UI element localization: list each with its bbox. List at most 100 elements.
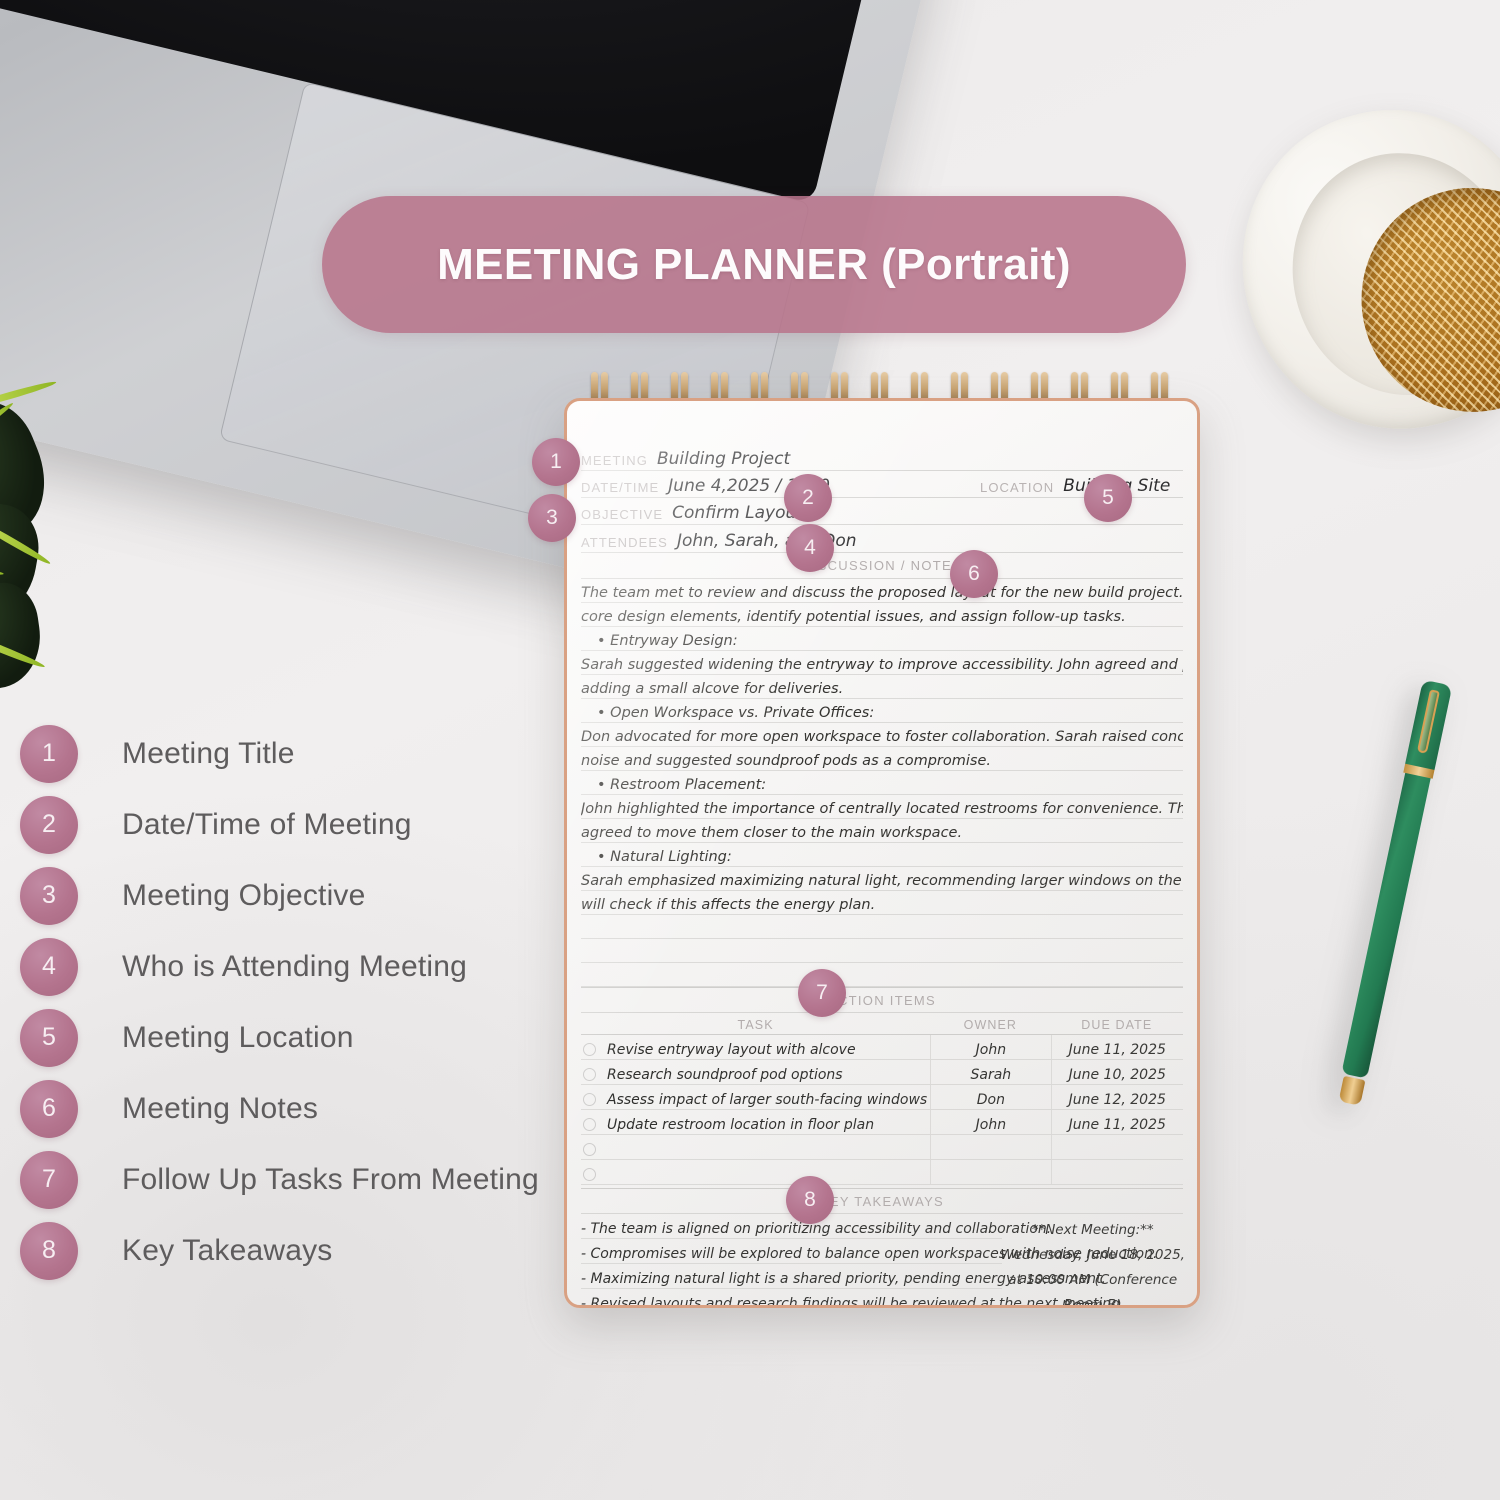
legend-label-4: Who is Attending Meeting <box>122 949 467 983</box>
legend-item-8[interactable]: 8 Key Takeaways <box>20 1215 540 1286</box>
table-row[interactable] <box>581 1160 1183 1185</box>
legend-item-1[interactable]: 1 Meeting Title <box>20 718 540 789</box>
spiral-coil <box>870 372 890 422</box>
next-meeting-line: at 10:00 AM (Conference <box>1008 1272 1178 1288</box>
key-takeaway-bullet: - Compromises will be explored to balanc… <box>581 1239 1157 1264</box>
legend-item-2[interactable]: 2 Date/Time of Meeting <box>20 789 540 860</box>
legend-badge-6: 6 <box>20 1079 78 1138</box>
checkbox-circle-icon[interactable] <box>583 1093 596 1106</box>
spiral-coil <box>710 372 730 422</box>
table-row[interactable]: Research soundproof pod options Sarah June… <box>581 1060 1183 1085</box>
key-takeaways-bullets: - The team is aligned on prioritizing ac… <box>581 1214 1157 1305</box>
meeting-title-field[interactable]: MEETING Building Project <box>581 441 1183 471</box>
legend-label-7: Follow Up Tasks From Meeting <box>122 1162 539 1196</box>
marker-badge-3[interactable]: 3 <box>528 494 576 542</box>
leaf <box>0 578 47 694</box>
table-row[interactable]: Update restroom location in floor plan Jo… <box>581 1110 1183 1135</box>
page-title-banner: MEETING PLANNER (Portrait) <box>322 196 1186 333</box>
legend-label-5: Meeting Location <box>122 1020 354 1054</box>
task-cell: Research soundproof pod options <box>607 1067 843 1083</box>
legend-badge-1: 1 <box>20 724 78 783</box>
legend-label-1: Meeting Title <box>122 736 295 770</box>
checkbox-circle-icon[interactable] <box>583 1068 596 1081</box>
owner-cell <box>930 1135 1050 1159</box>
discussion-section-heading: DISCUSSION / NOTES <box>581 553 1183 579</box>
spiral-coil <box>910 372 930 422</box>
legend-badge-5: 5 <box>20 1008 78 1067</box>
marker-badge-6[interactable]: 6 <box>950 550 998 598</box>
note-line: agreed to move them closer to the main w… <box>581 819 1183 843</box>
note-line: Sarah emphasized maximizing natural ligh… <box>581 867 1183 891</box>
note-line: John highlighted the importance of centr… <box>581 795 1183 819</box>
attendees-field[interactable]: ATTENDEES John, Sarah, and Don <box>581 525 1183 553</box>
due-date-cell: June 11, 2025 <box>1050 1035 1183 1059</box>
legend-item-4[interactable]: 4 Who is Attending Meeting <box>20 931 540 1002</box>
legend-label-6: Meeting Notes <box>122 1091 319 1125</box>
owner-cell: John <box>930 1110 1050 1134</box>
note-line: will check if this affects the energy pl… <box>581 891 1183 915</box>
legend-label-3: Meeting Objective <box>122 878 366 912</box>
spiral-coil <box>670 372 690 422</box>
owner-cell: John <box>930 1035 1050 1059</box>
spiral-coil <box>1070 372 1090 422</box>
marker-badge-8[interactable]: 8 <box>786 1176 834 1224</box>
task-cell <box>581 1160 930 1184</box>
owner-cell <box>930 1160 1050 1184</box>
column-header-due-date: DUE DATE <box>1081 1018 1153 1032</box>
marker-badge-5[interactable]: 5 <box>1084 474 1132 522</box>
table-row[interactable]: Assess impact of larger south-facing win… <box>581 1085 1183 1110</box>
marker-badge-4[interactable]: 4 <box>786 524 834 572</box>
action-items-table[interactable]: Revise entryway layout with alcove John Ju… <box>581 1035 1183 1185</box>
note-line: The team met to review and discuss the p… <box>581 579 1183 603</box>
column-header-owner: OWNER <box>963 1018 1018 1032</box>
action-items-column-headers: TASK OWNER DUE DATE <box>581 1013 1183 1035</box>
legend-badge-8: 8 <box>20 1221 78 1280</box>
owner-cell: Sarah <box>930 1060 1050 1084</box>
note-line <box>581 915 1183 939</box>
legend-item-3[interactable]: 3 Meeting Objective <box>20 860 540 931</box>
objective-label: OBJECTIVE <box>581 507 664 522</box>
spiral-coil <box>630 372 650 422</box>
spiral-coil <box>990 372 1010 422</box>
checkbox-circle-icon[interactable] <box>583 1168 596 1181</box>
column-header-task: TASK <box>737 1018 774 1032</box>
attendees-label: ATTENDEES <box>581 535 668 550</box>
due-date-cell: June 11, 2025 <box>1050 1110 1183 1134</box>
task-cell <box>581 1135 930 1159</box>
legend-badge-4: 4 <box>20 937 78 996</box>
task-cell: Assess impact of larger south-facing win… <box>607 1092 928 1108</box>
legend-item-5[interactable]: 5 Meeting Location <box>20 1002 540 1073</box>
legend-list: 1 Meeting Title 2 Date/Time of Meeting 3 Meet… <box>20 718 540 1286</box>
table-row[interactable] <box>581 1135 1183 1160</box>
legend-badge-2: 2 <box>20 795 78 854</box>
marker-badge-7[interactable]: 7 <box>798 969 846 1017</box>
spiral-coil <box>830 372 850 422</box>
note-line: Sarah suggested widening the entryway to… <box>581 651 1183 675</box>
spiral-binding <box>590 372 1170 422</box>
next-meeting-line: Room B) <box>1063 1297 1122 1308</box>
table-row[interactable]: Revise entryway layout with alcove John Ju… <box>581 1035 1183 1060</box>
objective-value: Confirm Layout <box>672 503 803 523</box>
legend-item-7[interactable]: 7 Follow Up Tasks From Meeting <box>20 1144 540 1215</box>
spiral-coil <box>750 372 770 422</box>
legend-item-6[interactable]: 6 Meeting Notes <box>20 1073 540 1144</box>
spiral-coil <box>1110 372 1130 422</box>
meeting-title-value: Building Project <box>656 449 791 469</box>
legend-label-2: Date/Time of Meeting <box>122 807 412 841</box>
key-takeaway-bullet: - The team is aligned on prioritizing ac… <box>581 1214 1051 1239</box>
due-date-cell: June 10, 2025 <box>1050 1060 1183 1084</box>
key-takeaways-body[interactable]: - The team is aligned on prioritizing ac… <box>581 1214 1185 1308</box>
marker-badge-1[interactable]: 1 <box>532 438 580 486</box>
discussion-notes-body[interactable]: The team met to review and discuss the p… <box>581 579 1183 987</box>
note-line <box>581 939 1183 963</box>
next-meeting-block: **Next Meeting:** Wednesday, June 18, 202… <box>1000 1214 1185 1308</box>
meeting-title-label: MEETING <box>581 453 648 468</box>
marker-badge-2[interactable]: 2 <box>784 474 832 522</box>
action-items-section-heading: ACTION ITEMS <box>581 987 1183 1013</box>
checkbox-circle-icon[interactable] <box>583 1118 596 1131</box>
key-takeaway-bullet: - Revised layouts and research findings … <box>581 1289 1125 1305</box>
checkbox-circle-icon[interactable] <box>583 1143 596 1156</box>
checkbox-circle-icon[interactable] <box>583 1043 596 1056</box>
note-line: • Restroom Placement: <box>581 771 1183 795</box>
note-line: adding a small alcove for deliveries. <box>581 675 1183 699</box>
